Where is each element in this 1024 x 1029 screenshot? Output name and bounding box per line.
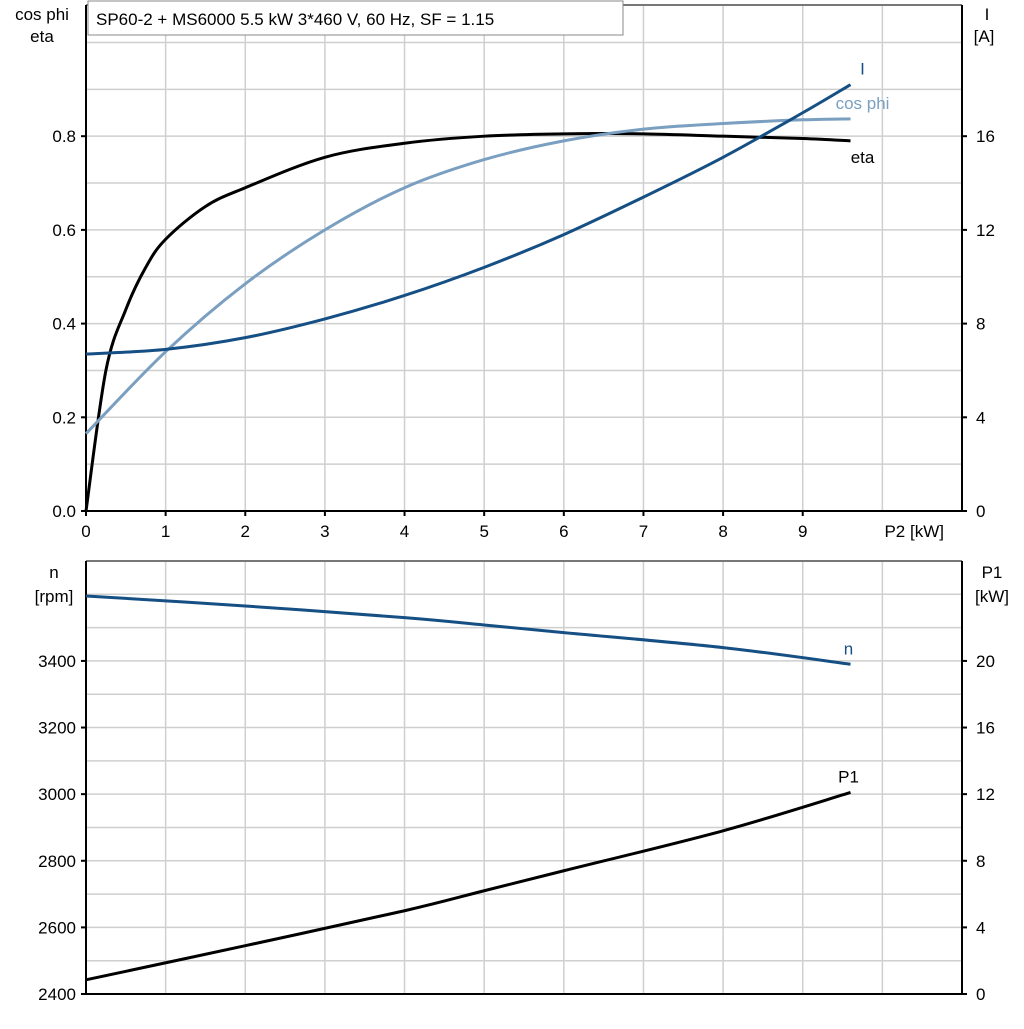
x-tick-label: 9 — [798, 522, 807, 541]
y-tick-label-right: 16 — [976, 719, 995, 738]
y-tick-label-left: 3000 — [38, 785, 76, 804]
series-line-n — [85, 594, 851, 666]
series-line-cos-phi — [84, 117, 851, 435]
chart-title: SP60-2 + MS6000 5.5 kW 3*460 V, 60 Hz, S… — [96, 10, 494, 29]
y-tick-label-right: 20 — [976, 652, 995, 671]
y-tick-label-left: 3400 — [38, 652, 76, 671]
x-tick-label: 6 — [559, 522, 568, 541]
y-tick-label-left: 2800 — [38, 852, 76, 871]
series-label-cos-phi: cos phi — [836, 94, 890, 113]
plot-panel-2: 2400 2600 2800 3000 3200 3400 0 4 8 12 16 20 n [rpm] P… — [35, 560, 1009, 1004]
y-axis-label-left: [rpm] — [35, 587, 74, 606]
y-tick-label-left: 2400 — [38, 985, 76, 1004]
x-tick-label: 2 — [241, 522, 250, 541]
x-tick-label: 0 — [81, 522, 90, 541]
y-tick-label-left: 3200 — [38, 719, 76, 738]
series-label-p1: P1 — [838, 767, 859, 786]
y-tick-label-left: 0.4 — [52, 315, 76, 334]
y-tick-label-right: 12 — [976, 221, 995, 240]
y-tick-label-right: 0 — [976, 502, 985, 521]
x-tick-label: 7 — [639, 522, 648, 541]
y-tick-label-left: 0.2 — [52, 408, 76, 427]
series-line-eta — [84, 132, 851, 512]
y-tick-label-left: 0.8 — [52, 127, 76, 146]
y-tick-label-right: 8 — [976, 315, 985, 334]
y-axis-label-right: P1 — [982, 563, 1003, 582]
y-axis-label-right: [kW] — [975, 587, 1009, 606]
series-line-p1 — [85, 791, 851, 982]
x-tick-label: 5 — [479, 522, 488, 541]
series-line-i — [85, 83, 852, 356]
y-axis-label-left: cos phi — [15, 5, 69, 24]
x-tick-label: 8 — [718, 522, 727, 541]
y-axis-label-right: [A] — [974, 27, 995, 46]
y-tick-label-left: 0.0 — [52, 502, 76, 521]
series-label-eta: eta — [851, 148, 875, 167]
x-tick-label: 3 — [320, 522, 329, 541]
y-tick-label-right: 12 — [976, 785, 995, 804]
series-label-i: I — [860, 60, 865, 79]
x-tick-label: 1 — [161, 522, 170, 541]
x-tick-label: 4 — [400, 522, 409, 541]
y-tick-label-right: 16 — [976, 127, 995, 146]
y-tick-label-right: 4 — [976, 918, 985, 937]
y-axis-label-left: n — [49, 563, 58, 582]
y-tick-label-right: 0 — [976, 985, 985, 1004]
y-tick-label-right: 4 — [976, 408, 985, 427]
y-tick-label-left: 2600 — [38, 918, 76, 937]
y-axis-label-left: eta — [30, 27, 54, 46]
y-tick-label-left: 0.6 — [52, 221, 76, 240]
y-axis-label-right: I — [985, 5, 990, 24]
series-label-n: n — [844, 639, 853, 658]
y-tick-label-right: 8 — [976, 852, 985, 871]
x-axis-label: P2 [kW] — [884, 522, 944, 541]
title-box — [87, 0, 624, 36]
